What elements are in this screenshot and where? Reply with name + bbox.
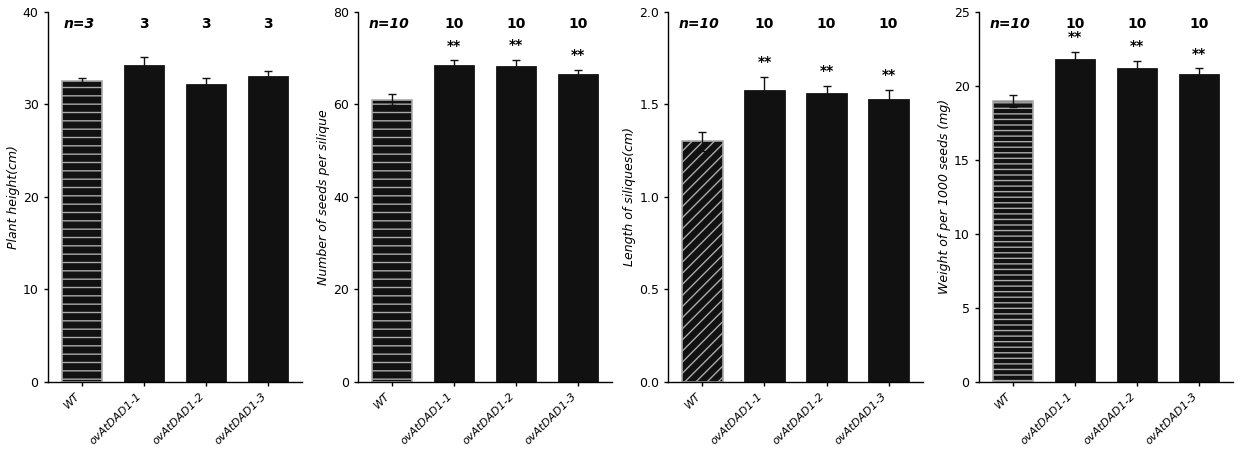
Text: **: ** bbox=[448, 39, 461, 53]
Bar bbox=[1179, 74, 1219, 381]
Text: 10: 10 bbox=[1127, 18, 1147, 32]
Bar bbox=[744, 90, 785, 381]
Text: 10: 10 bbox=[1189, 18, 1209, 32]
Text: 10: 10 bbox=[569, 18, 588, 32]
Text: 3: 3 bbox=[201, 18, 211, 32]
Text: **: ** bbox=[1130, 39, 1145, 53]
Bar bbox=[682, 141, 723, 381]
Text: **: ** bbox=[510, 38, 523, 52]
Text: 10: 10 bbox=[755, 18, 774, 32]
Text: **: ** bbox=[882, 68, 895, 82]
Bar bbox=[62, 81, 102, 381]
Text: 3: 3 bbox=[263, 18, 273, 32]
Text: 10: 10 bbox=[444, 18, 464, 32]
Text: **: ** bbox=[1068, 30, 1083, 44]
Y-axis label: Length of siliques(cm): Length of siliques(cm) bbox=[624, 127, 636, 266]
Text: n=10: n=10 bbox=[680, 18, 719, 32]
Bar bbox=[806, 93, 847, 381]
Text: n=10: n=10 bbox=[368, 18, 409, 32]
Bar bbox=[248, 76, 288, 381]
Bar bbox=[434, 65, 475, 381]
Bar bbox=[868, 99, 909, 381]
Text: n=3: n=3 bbox=[63, 18, 94, 32]
Y-axis label: Number of seeds per silique: Number of seeds per silique bbox=[317, 109, 330, 284]
Text: **: ** bbox=[1192, 47, 1207, 61]
Text: 10: 10 bbox=[506, 18, 526, 32]
Bar bbox=[496, 67, 537, 381]
Text: 10: 10 bbox=[1065, 18, 1085, 32]
Bar bbox=[186, 84, 226, 381]
Y-axis label: Weight of per 1000 seeds (mg): Weight of per 1000 seeds (mg) bbox=[937, 99, 951, 294]
Bar bbox=[1117, 68, 1157, 381]
Bar bbox=[1055, 59, 1095, 381]
Bar bbox=[992, 101, 1033, 381]
Text: 3: 3 bbox=[139, 18, 149, 32]
Y-axis label: Plant height(cm): Plant height(cm) bbox=[7, 145, 20, 249]
Text: **: ** bbox=[758, 55, 771, 69]
Text: n=10: n=10 bbox=[990, 18, 1030, 32]
Text: **: ** bbox=[820, 64, 833, 78]
Text: 10: 10 bbox=[817, 18, 836, 32]
Bar bbox=[558, 74, 599, 381]
Text: 10: 10 bbox=[879, 18, 898, 32]
Bar bbox=[372, 100, 412, 381]
Bar bbox=[124, 65, 164, 381]
Text: **: ** bbox=[572, 48, 585, 63]
